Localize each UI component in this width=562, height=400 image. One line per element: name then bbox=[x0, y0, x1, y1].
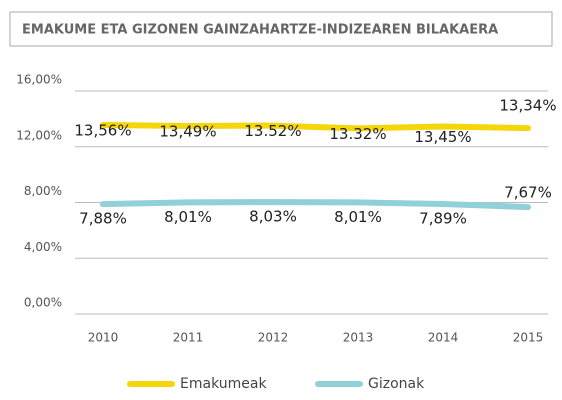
x-tick-label: 2012 bbox=[258, 331, 289, 345]
data-label: 8,01% bbox=[334, 208, 382, 226]
y-tick-label: 4,00% bbox=[24, 240, 62, 254]
data-label: 13.32% bbox=[329, 125, 386, 143]
x-tick-label: 2011 bbox=[173, 331, 204, 345]
data-label: 8,01% bbox=[164, 208, 212, 226]
y-tick-label: 0,00% bbox=[24, 296, 62, 310]
data-label: 7,67% bbox=[504, 184, 552, 202]
data-label: 13.52% bbox=[244, 122, 301, 140]
y-tick-label: 16,00% bbox=[16, 73, 62, 87]
chart-title: EMAKUME ETA GIZONEN GAINZAHARTZE-INDIZEA… bbox=[22, 23, 498, 38]
line bbox=[100, 122, 531, 132]
data-label: 8,03% bbox=[249, 208, 297, 226]
x-tick-label: 2014 bbox=[428, 331, 459, 345]
line bbox=[100, 199, 531, 211]
data-label: 7,88% bbox=[79, 210, 127, 228]
data-label: 13,49% bbox=[159, 122, 216, 140]
data-label: 7,89% bbox=[419, 210, 467, 228]
data-label: 13,34% bbox=[499, 97, 556, 115]
data-label: 13,56% bbox=[74, 122, 131, 140]
y-tick-label: 12,00% bbox=[16, 128, 62, 142]
x-tick-label: 2015 bbox=[513, 331, 544, 345]
y-tick-label: 8,00% bbox=[24, 184, 62, 198]
data-label: 13,45% bbox=[414, 128, 471, 146]
x-tick-label: 2010 bbox=[88, 331, 119, 345]
legend-label: Gizonak bbox=[368, 376, 425, 392]
legend-label: Emakumeak bbox=[180, 376, 267, 392]
x-tick-label: 2013 bbox=[343, 331, 374, 345]
title-box bbox=[9, 11, 553, 47]
